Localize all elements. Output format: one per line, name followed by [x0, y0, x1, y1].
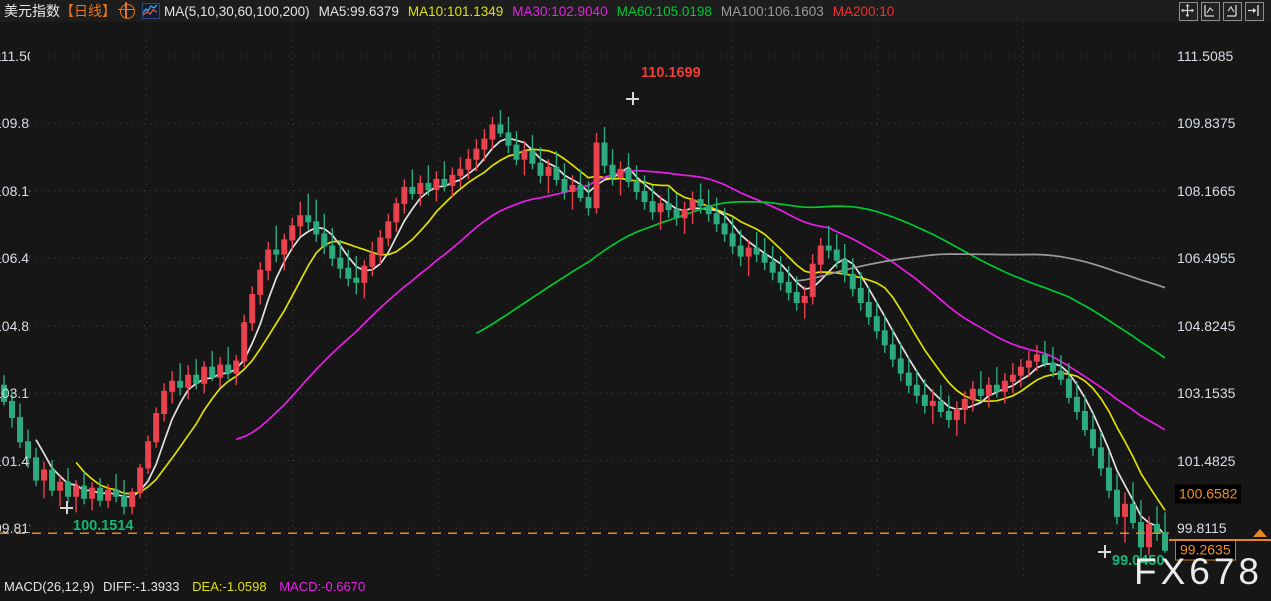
- left-edge-labels: 111.5085 109.8375 108.1665 106.4955 104.8245…: [0, 0, 30, 601]
- price-tick-edge-0: 111.5085: [0, 47, 30, 64]
- period-label: 【日线】: [60, 3, 116, 19]
- ma30-value: MA30:102.9040: [512, 3, 608, 19]
- macd-diff: DIFF:-1.3933: [102, 579, 180, 594]
- align-left-tool[interactable]: [1201, 2, 1220, 21]
- ma-config-label: MA(5,10,30,60,100,200): [164, 3, 310, 19]
- ma10-value: MA10:101.1349: [407, 3, 504, 19]
- mini-chart-icon[interactable]: [142, 3, 160, 19]
- crosshair-icon[interactable]: [118, 1, 135, 19]
- last-price-badge[interactable]: 99.2635: [1175, 539, 1236, 561]
- price-tick-edge-7: 99.8115: [0, 520, 30, 537]
- price-tick-3: 106.4955: [1177, 250, 1236, 267]
- price-tick-edge-3: 106.4955: [0, 250, 30, 267]
- price-tick-edge-2: 108.1665: [0, 182, 30, 199]
- price-tick-7: 99.8115: [1177, 520, 1227, 537]
- chart-canvas: [0, 22, 1169, 579]
- macd-dea: DEA:-1.0598: [192, 579, 267, 594]
- price-axis[interactable]: 111.5085 109.8375 108.1665 106.4955 104.8245…: [1169, 22, 1271, 579]
- ma5-value: MA5:99.6379: [318, 3, 399, 19]
- price-tick-4: 104.8245: [1177, 317, 1236, 334]
- price-tick-edge-5: 103.1535: [0, 385, 30, 402]
- candlestick-plot[interactable]: 110.1699 100.1514 99.0450: [0, 22, 1169, 579]
- recent-low-label: 99.0450: [1112, 553, 1165, 569]
- price-tick-edge-6: 101.4825: [0, 452, 30, 469]
- prev-close-badge[interactable]: 100.6582: [1175, 484, 1242, 504]
- price-tick-5: 103.1535: [1177, 385, 1236, 402]
- recent-low-marker: [1098, 545, 1111, 558]
- price-alert-line: [1169, 539, 1271, 541]
- macd-value: MACD:-0.6670: [279, 579, 366, 594]
- period-low-marker: [60, 501, 73, 514]
- ma100-value: MA100:106.1603: [720, 3, 824, 19]
- macd-title: MACD(26,12,9): [4, 579, 95, 594]
- move-crosshair-tool[interactable]: [1179, 2, 1198, 21]
- price-tick-6: 101.4825: [1177, 452, 1236, 469]
- price-tick-edge-4: 104.8245: [0, 317, 30, 334]
- period-low-label: 100.1514: [73, 518, 134, 534]
- price-tick-edge-1: 109.8375: [0, 115, 30, 132]
- instrument-name: 美元指数: [4, 3, 60, 19]
- chart-toolbar: [1179, 2, 1264, 21]
- price-alert-arrow-icon[interactable]: [1253, 529, 1267, 538]
- ma60-value: MA60:105.0198: [616, 3, 712, 19]
- jump-to-latest-tool[interactable]: [1245, 2, 1264, 21]
- period-high-marker: [626, 92, 639, 105]
- period-high-label: 110.1699: [641, 65, 701, 81]
- price-tick-0: 111.5085: [1177, 47, 1234, 64]
- macd-pane: MACD(26,12,9) DIFF:-1.3933 DEA:-1.0598 M…: [0, 579, 1271, 601]
- price-tick-1: 109.8375: [1177, 115, 1236, 132]
- price-tick-2: 108.1665: [1177, 182, 1236, 199]
- align-right-tool[interactable]: [1223, 2, 1242, 21]
- ma200-value: MA200:10: [832, 3, 895, 19]
- macd-legend: MACD(26,12,9) DIFF:-1.3933 DEA:-1.0598 M…: [4, 579, 365, 594]
- chart-header: 美元指数 【日线】 MA(5,10,30,60,100,200) MA5:99.…: [0, 0, 1271, 22]
